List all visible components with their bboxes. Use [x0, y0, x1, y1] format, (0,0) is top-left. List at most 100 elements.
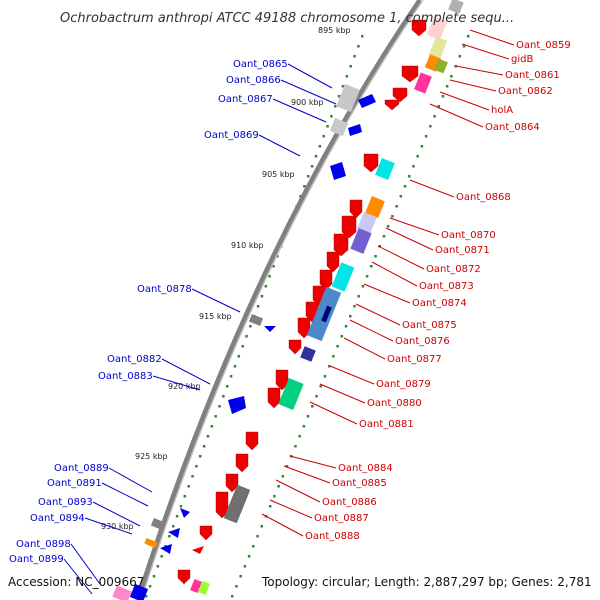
leader-line-left [92, 501, 141, 527]
gene-label-oant-0875[interactable]: Oant_0875 [402, 320, 457, 331]
gene-label-oant-0873[interactable]: Oant_0873 [419, 281, 474, 292]
inner-tick-dot [214, 415, 217, 418]
inner-tick-dot [299, 195, 302, 198]
outer-tick-dot [365, 275, 369, 278]
outer-tick-dot [235, 585, 238, 588]
inner-tick-dot [148, 585, 152, 588]
outer-tick-dot [336, 345, 339, 348]
gene-label-oant-0884[interactable]: Oant_0884 [338, 463, 393, 474]
inner-tick-dot [187, 485, 190, 488]
gene-label-oant-0889[interactable]: Oant_0889 [54, 463, 109, 474]
gene-label-oant-0869[interactable]: Oant_0869 [204, 130, 259, 141]
gene-label-oant-0887[interactable]: Oant_0887 [314, 513, 369, 524]
gene-label-oant-0898[interactable]: Oant_0898 [16, 539, 71, 550]
gene-box [434, 58, 448, 74]
inner-tick-dot [152, 575, 156, 578]
gene-label-oant-0877[interactable]: Oant_0877 [387, 354, 442, 365]
inner-tick-dot [326, 125, 329, 128]
gene-label-oant-0876[interactable]: Oant_0876 [395, 336, 450, 347]
outer-tick-dot [319, 385, 322, 388]
gene-arrow-left [180, 508, 190, 518]
left-gene-labels: Oant_0865 Oant_0866 Oant_0867 Oant_0869 … [9, 59, 288, 565]
gene-label-oant-0865[interactable]: Oant_0865 [233, 59, 288, 70]
gene-label-gidb[interactable]: gidB [511, 54, 533, 65]
gene-box [426, 16, 448, 40]
outer-tick-dot [332, 355, 335, 358]
leader-lines [63, 29, 515, 595]
outer-tick-dot [441, 95, 445, 98]
gene-label-oant-0894[interactable]: Oant_0894 [30, 513, 85, 524]
gene-label-oant-0893[interactable]: Oant_0893 [38, 497, 93, 508]
gene-arrow [401, 65, 419, 83]
leader-line-right [449, 79, 497, 92]
outer-tick-dot [302, 425, 306, 428]
inner-tick-dot [322, 135, 325, 138]
gene-box [190, 578, 202, 594]
outer-tick-dot [315, 395, 318, 398]
outer-tick-dot [420, 145, 424, 148]
gene-arrow-left [228, 396, 246, 414]
gene-label-oant-0885[interactable]: Oant_0885 [332, 478, 387, 489]
leader-line-right [355, 303, 401, 326]
gene-label-oant-0862[interactable]: Oant_0862 [498, 86, 553, 97]
gene-label-oant-0882[interactable]: Oant_0882 [107, 354, 162, 365]
gene-arrow [319, 269, 333, 291]
gene-arrow [192, 546, 204, 554]
inner-tick-dot [353, 55, 356, 58]
gene-label-oant-0866[interactable]: Oant_0866 [226, 75, 281, 86]
gene-label-oant-0868[interactable]: Oant_0868 [456, 192, 511, 203]
gene-label-oant-0872[interactable]: Oant_0872 [426, 264, 481, 275]
gene-box [428, 36, 448, 60]
gene-arrow [288, 339, 302, 355]
gene-label-hola[interactable]: holA [491, 105, 513, 116]
gene-label-oant-0871[interactable]: Oant_0871 [435, 245, 490, 256]
gene-label-oant-0861[interactable]: Oant_0861 [505, 70, 560, 81]
gene-box [248, 314, 264, 326]
gene-label-oant-0867[interactable]: Oant_0867 [218, 94, 273, 105]
leader-line-right [371, 261, 418, 287]
inner-tick-dot [337, 95, 341, 98]
gene-box [129, 583, 149, 600]
inner-tick-dot [249, 325, 252, 328]
outer-tick-dot [433, 115, 436, 118]
outer-tick-dot [361, 285, 365, 288]
outer-tick-dot [374, 255, 377, 258]
gene-arrow-left [160, 544, 172, 554]
gene-box [357, 212, 377, 234]
gene-label-oant-0864[interactable]: Oant_0864 [485, 122, 540, 133]
leader-line-right [309, 401, 358, 425]
outer-tick-dot [298, 435, 301, 438]
gene-label-oant-0883[interactable]: Oant_0883 [98, 371, 153, 382]
gene-label-oant-0881[interactable]: Oant_0881 [359, 419, 414, 430]
leader-line-left [280, 79, 337, 105]
gene-label-oant-0888[interactable]: Oant_0888 [305, 531, 360, 542]
gene-label-oant-0870[interactable]: Oant_0870 [441, 230, 496, 241]
tick-rows [145, 35, 470, 598]
leader-line-right [389, 217, 440, 236]
outer-tick-dot [344, 325, 348, 328]
gene-arrow [341, 215, 357, 239]
scale-labels: 895 kbp 900 kbp 905 kbp 910 kbp 915 kbp … [101, 26, 351, 531]
gene-label-oant-0878[interactable]: Oant_0878 [137, 284, 192, 295]
outer-tick-dot [424, 135, 428, 138]
gene-arrow [349, 199, 363, 219]
inner-tick-dot [210, 425, 214, 428]
outer-tick-dot [370, 265, 373, 268]
gene-arrow-left [168, 528, 180, 538]
gene-label-oant-0874[interactable]: Oant_0874 [412, 298, 467, 309]
gene-box [350, 228, 372, 254]
gene-label-oant-0899[interactable]: Oant_0899 [9, 554, 64, 565]
outer-tick-dot [445, 85, 449, 88]
gene-label-oant-0891[interactable]: Oant_0891 [47, 478, 102, 489]
inner-tick-dot [245, 335, 248, 338]
leader-line-right [439, 91, 490, 111]
gene-label-oant-0880[interactable]: Oant_0880 [367, 398, 422, 409]
inner-tick-dot [256, 305, 260, 308]
gene-label-oant-0879[interactable]: Oant_0879 [376, 379, 431, 390]
gene-label-oant-0886[interactable]: Oant_0886 [322, 497, 377, 508]
gene-box [150, 518, 166, 530]
gene-arrow [245, 431, 259, 451]
outer-tick-dot [399, 195, 403, 198]
inner-tick-dot [218, 405, 221, 408]
gene-label-oant-0859[interactable]: Oant_0859 [516, 40, 571, 51]
